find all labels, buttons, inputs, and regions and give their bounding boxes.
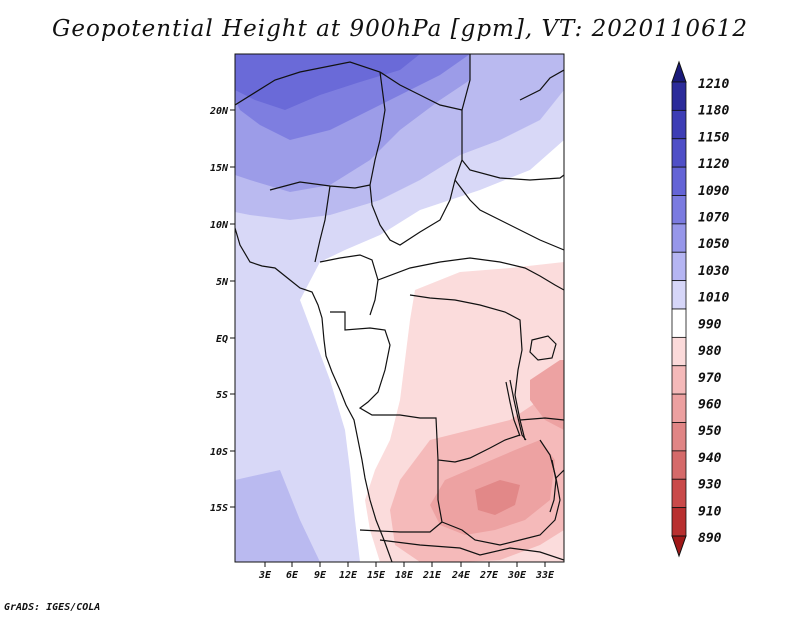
lon-label: 3E bbox=[258, 570, 272, 581]
colorbar-swatch bbox=[671, 308, 687, 338]
colorbar: 1210 1180 1150 1120 1090 1070 1050 1030 1010 990 9… bbox=[671, 60, 729, 558]
lat-label: 10N bbox=[210, 220, 229, 231]
grads-credit: GrADS: IGES/COLA bbox=[4, 602, 101, 613]
chart-title: Geopotential Height at 900hPa [gpm], VT:… bbox=[52, 16, 748, 42]
colorbar-swatch bbox=[671, 166, 687, 196]
lake-tanganyika bbox=[505, 379, 527, 441]
colorbar-swatch bbox=[671, 109, 687, 140]
colorbar-swatch bbox=[671, 450, 687, 480]
border-sahel bbox=[235, 54, 471, 111]
lon-label: 9E bbox=[314, 570, 327, 581]
lake-victoria bbox=[529, 335, 557, 361]
lat-label: 20N bbox=[209, 106, 229, 117]
colorbar-label: 980 bbox=[698, 344, 722, 359]
border-nigeria bbox=[269, 181, 371, 263]
colorbar-swatch bbox=[671, 280, 687, 310]
map-frame bbox=[234, 53, 565, 563]
lat-label: 15S bbox=[210, 503, 228, 514]
colorbar-label: 990 bbox=[698, 317, 722, 332]
longitude-axis: 3E 6E 9E 12E 15E 18E 21E 24E 27E 30E 33E bbox=[258, 562, 555, 581]
colorbar-swatch bbox=[671, 507, 687, 537]
colorbar-swatch bbox=[671, 336, 687, 367]
border-tanzania bbox=[519, 417, 564, 479]
colorbar-label: 1070 bbox=[698, 211, 729, 226]
lon-label: 27E bbox=[479, 570, 499, 581]
lon-label: 15E bbox=[367, 570, 386, 581]
field-1030-sw bbox=[235, 470, 320, 562]
colorbar-cap-bottom bbox=[671, 535, 687, 558]
colorbar-label: 1150 bbox=[698, 130, 729, 145]
lake-malawi bbox=[549, 459, 557, 513]
lon-label: 33E bbox=[535, 570, 555, 581]
border-angola-south bbox=[359, 521, 564, 561]
lon-label: 21E bbox=[422, 570, 442, 581]
colorbar-swatch bbox=[671, 251, 687, 282]
colorbar-label: 1050 bbox=[698, 237, 729, 252]
field-960-east bbox=[530, 360, 564, 430]
colorbar-cap-top bbox=[671, 60, 687, 83]
border-sudan-east bbox=[454, 159, 564, 251]
colorbar-label: 950 bbox=[698, 424, 722, 439]
colorbar-label: 1180 bbox=[698, 104, 729, 119]
lat-label: 15N bbox=[210, 163, 229, 174]
lat-label: 5S bbox=[216, 390, 228, 401]
colorbar-swatch bbox=[671, 138, 687, 168]
colorbar-label: 1120 bbox=[698, 157, 729, 172]
field-shading bbox=[235, 54, 564, 562]
colorbar-swatch bbox=[671, 195, 687, 225]
colorbar-label: 930 bbox=[698, 478, 722, 493]
political-boundaries bbox=[235, 54, 564, 562]
colorbar-swatch bbox=[671, 422, 687, 452]
colorbar-label: 970 bbox=[698, 371, 722, 386]
coastline-west bbox=[235, 227, 393, 562]
colorbar-swatch bbox=[671, 478, 687, 509]
colorbar-label: 1090 bbox=[698, 184, 729, 199]
lon-label: 24E bbox=[451, 570, 471, 581]
colorbar-swatch bbox=[671, 223, 687, 253]
colorbar-label: 1210 bbox=[698, 77, 729, 92]
colorbar-swatch bbox=[671, 393, 687, 423]
lon-label: 6E bbox=[286, 570, 299, 581]
lat-label: 5N bbox=[216, 277, 229, 288]
border-congo bbox=[330, 311, 521, 463]
colorbar-swatch bbox=[671, 81, 687, 111]
latitude-axis: 20N 15N 10N 5N EQ 5S 10S 15S bbox=[209, 106, 235, 514]
lon-label: 30E bbox=[507, 570, 527, 581]
field-1090 bbox=[235, 54, 420, 110]
colorbar-label: 1010 bbox=[698, 291, 729, 306]
lon-label: 18E bbox=[395, 570, 414, 581]
lat-label: EQ bbox=[216, 334, 228, 345]
colorbar-label: 960 bbox=[698, 397, 722, 412]
lon-label: 12E bbox=[339, 570, 358, 581]
field-950 bbox=[475, 480, 520, 515]
colorbar-label: 1030 bbox=[698, 264, 729, 279]
colorbar-swatch bbox=[671, 365, 687, 395]
border-chad bbox=[369, 71, 463, 246]
border-cameroon-car bbox=[319, 254, 564, 316]
border-drc-east bbox=[409, 294, 526, 441]
colorbar-label: 890 bbox=[698, 531, 722, 546]
colorbar-label: 940 bbox=[698, 451, 722, 466]
lat-label: 10S bbox=[210, 447, 228, 458]
colorbar-label: 910 bbox=[698, 504, 722, 519]
red-sea-coast bbox=[519, 69, 564, 101]
